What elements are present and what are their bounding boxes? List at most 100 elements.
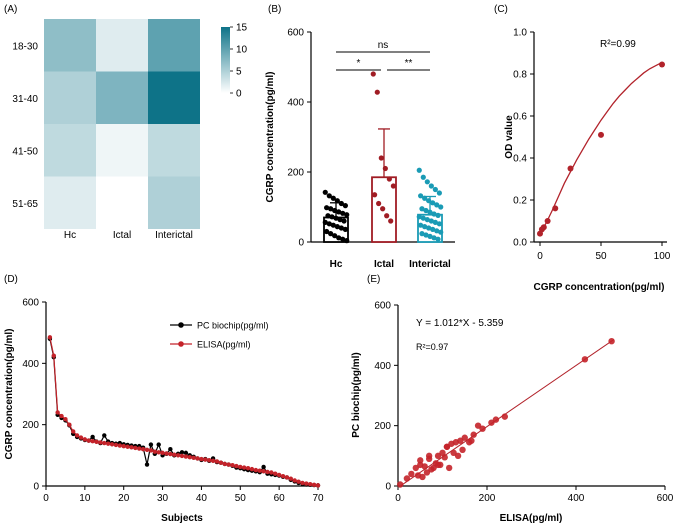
data-point [422,224,428,230]
data-point [426,225,432,231]
panel-label-e: (E) [367,274,380,285]
data-point [416,167,422,173]
data-point [418,222,424,228]
data-point [434,202,440,208]
data-point [71,429,76,434]
data-point [148,448,154,453]
x-tick-label: 100 [654,251,671,262]
data-point [659,61,665,68]
data-point [102,433,107,438]
data-point [230,462,235,468]
data-point [441,454,448,461]
data-point [425,452,433,460]
data-point [420,215,426,221]
data-point [341,218,347,224]
data-point [419,473,426,481]
data-point [434,228,440,234]
data-point [435,212,441,218]
data-point [384,213,390,219]
data-point [338,200,344,207]
y-tick-label: 0 [298,238,304,249]
data-point [218,460,224,465]
r2-annotation: R²=0.97 [416,342,448,352]
heatmap-row-label: 18-30 [12,41,38,52]
y-tick-label: 400 [374,361,391,372]
data-point [340,236,346,242]
legend-label: ELISA(pg/ml) [197,340,251,350]
data-point [328,206,334,212]
x-tick-label: 20 [118,493,130,504]
x-tick-label: Hc [330,259,343,270]
data-point [102,440,107,446]
heatmap-cell [44,124,96,177]
data-point [461,434,468,441]
heatmap-cell [96,124,148,177]
data-point [203,457,208,462]
data-point [416,214,422,220]
data-point [340,210,346,216]
heatmap-panel: 18-30 31-40 41-50 51-65 Hc Ictal Interictal 0… [12,19,248,241]
data-point [428,218,434,224]
data-point [388,218,394,224]
data-point [418,193,424,199]
data-point [304,481,309,486]
data-point [160,450,165,456]
data-point [454,452,462,460]
data-point [419,231,425,237]
data-point [324,205,330,211]
data-point [337,217,343,223]
data-point [133,445,138,451]
fit-curve [539,61,663,234]
data-point [443,443,451,450]
y-tick-label: 200 [22,420,39,431]
data-point [226,462,231,467]
x-axis-label: CGRP concentration(pg/ml) [534,282,665,293]
data-point [431,211,437,217]
data-point [105,441,111,446]
data-point [432,186,438,193]
heatmap-cell [148,71,200,124]
x-tick-label: 30 [157,493,169,504]
data-point [140,447,146,452]
data-point [419,206,425,212]
data-point [434,461,442,469]
data-point [125,444,130,449]
y-tick-label: 200 [287,168,304,179]
series-line-elisa [49,337,319,486]
data-point [300,480,305,486]
significance-label: ns [378,40,389,51]
data-point [581,356,589,363]
y-tick-label: 0 [385,482,391,493]
data-point [152,449,157,454]
y-tick-label: 400 [287,98,304,109]
data-point [121,443,126,449]
y-tick-label: 1.0 [513,28,527,39]
data-point [420,174,426,180]
data-point [168,451,173,457]
standard-curve-panel: 0.0 0.2 0.4 0.6 0.8 1.0 0 50 100 R²=0.99 CGRP co… [504,28,671,294]
data-point [137,446,142,451]
legend-label: PC biochip(pg/ml) [197,321,269,331]
data-point [148,442,154,447]
data-point [214,459,220,464]
panel-label-b: (B) [268,4,281,15]
data-point [380,206,386,212]
data-point [117,443,123,448]
data-point [333,215,339,221]
data-point [334,198,340,204]
data-point [567,165,574,172]
data-point [376,200,382,207]
data-point [422,195,428,201]
heatmap-cell [148,19,200,72]
heatmap-col-label: Interictal [155,230,193,241]
data-point [435,236,441,242]
data-point [168,447,173,452]
data-point [598,131,604,138]
data-point [424,217,430,223]
x-tick-label: 200 [479,493,496,504]
x-tick-label: Ictal [374,259,394,270]
heatmap-cell [148,176,200,229]
data-point [322,219,328,225]
data-point [98,440,103,445]
